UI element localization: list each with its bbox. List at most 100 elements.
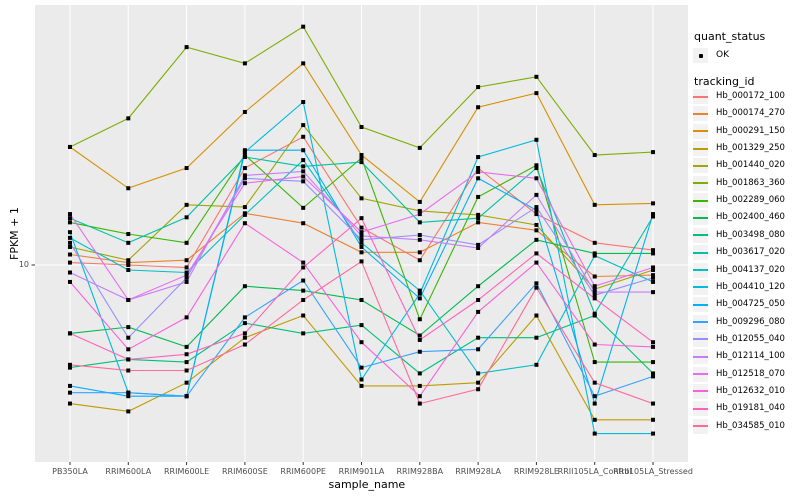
data-point (651, 371, 656, 376)
series-color-line-icon (693, 286, 708, 289)
legend-tracking-id-title: tracking_id (694, 75, 755, 88)
data-point (417, 208, 422, 213)
legend-item-label: Hb_001329_250 (716, 143, 785, 154)
legend-key-swatch (693, 297, 708, 313)
data-point (592, 401, 597, 406)
legend-item-label: Hb_003617_020 (716, 247, 785, 258)
legend-ok-label: OK (716, 50, 729, 60)
series-color-line-icon (693, 112, 708, 115)
data-point (184, 344, 189, 349)
data-point (301, 179, 306, 184)
data-point (651, 251, 656, 256)
data-point (184, 202, 189, 207)
legend-item-label: Hb_004725_050 (716, 299, 785, 310)
legend-item-label: Hb_001440_020 (716, 160, 785, 171)
data-point (301, 278, 306, 283)
data-point (417, 394, 422, 399)
data-point (184, 215, 189, 220)
data-point (67, 212, 72, 217)
data-point (126, 240, 131, 245)
data-point (534, 205, 539, 210)
data-point (359, 156, 364, 161)
data-point (651, 214, 656, 219)
series-color-line-icon (693, 407, 708, 410)
legend-key-swatch (693, 227, 708, 243)
data-point (301, 148, 306, 153)
data-point (184, 279, 189, 284)
series-color-line-icon (693, 95, 708, 98)
legend-item-label: Hb_003498_080 (716, 229, 785, 240)
data-point (126, 368, 131, 373)
data-point (301, 164, 306, 169)
data-point (534, 166, 539, 171)
legend-item-label: Hb_019181_040 (716, 403, 785, 414)
series-color-line-icon (693, 199, 708, 202)
data-point (184, 265, 189, 270)
data-point (476, 297, 481, 302)
data-point (476, 309, 481, 314)
data-point (476, 155, 481, 160)
data-point (534, 91, 539, 96)
data-point (651, 417, 656, 422)
data-point (359, 230, 364, 235)
x-tick-label: RRIM901LA (338, 467, 385, 476)
data-point (301, 265, 306, 270)
legend: quant_status OK tracking_id Hb_000172_10… (690, 0, 800, 500)
data-point (242, 109, 247, 114)
legend-item-label: Hb_002400_460 (716, 212, 785, 223)
data-point (242, 335, 247, 340)
data-point (359, 240, 364, 245)
data-point (359, 377, 364, 382)
data-point (651, 267, 656, 272)
data-point (126, 267, 131, 272)
data-point (417, 317, 422, 322)
legend-item-label: Hb_000291_150 (716, 125, 785, 136)
data-point (126, 325, 131, 330)
data-point (242, 321, 247, 326)
legend-item-label: Hb_012114_100 (716, 351, 785, 362)
data-point (476, 212, 481, 217)
data-point (359, 225, 364, 230)
data-point (592, 293, 597, 298)
data-point (126, 357, 131, 362)
data-point (476, 380, 481, 385)
legend-key-swatch (693, 89, 708, 104)
data-point (534, 192, 539, 197)
legend-key-swatch (693, 349, 708, 365)
data-point (126, 390, 131, 395)
data-point (126, 335, 131, 340)
series-color-line-icon (693, 355, 708, 358)
data-point (651, 265, 656, 270)
data-point (417, 337, 422, 342)
data-point (476, 371, 481, 376)
x-tick-label: RRII105LA_Control (557, 467, 632, 476)
data-point (592, 202, 597, 207)
x-tick-label: RRIM600PE (280, 467, 326, 476)
data-point (592, 284, 597, 289)
data-point (67, 365, 72, 370)
data-point (651, 279, 656, 284)
legend-key-swatch (693, 279, 708, 295)
x-tick-label: RRIM600LE (163, 467, 210, 476)
legend-item-label: Hb_002289_060 (716, 195, 785, 206)
legend-key-swatch (693, 175, 708, 191)
data-point (184, 270, 189, 275)
data-point (301, 61, 306, 66)
data-point (592, 360, 597, 365)
data-point (592, 311, 597, 316)
data-point (476, 216, 481, 221)
legend-key-swatch (693, 401, 708, 417)
data-point (534, 228, 539, 233)
series-color-line-icon (693, 182, 708, 185)
data-point (592, 380, 597, 385)
data-point (592, 394, 597, 399)
data-point (476, 347, 481, 352)
data-point (359, 160, 364, 165)
data-point (67, 230, 72, 235)
series-color-line-icon (693, 373, 708, 376)
data-point (417, 145, 422, 150)
series-color-line-icon (693, 234, 708, 237)
y-axis-title: FPKM + 1 (8, 206, 21, 260)
legend-item-label: Hb_000174_270 (716, 108, 785, 119)
data-point (651, 344, 656, 349)
